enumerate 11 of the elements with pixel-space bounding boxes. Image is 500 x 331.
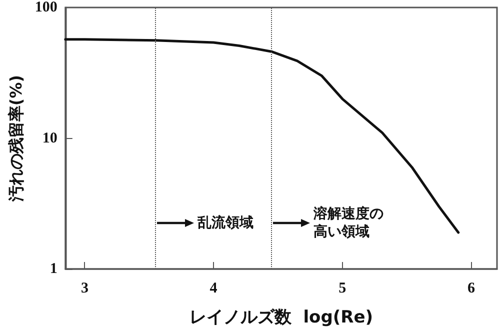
y-tick-label: 1 xyxy=(50,261,58,277)
annotation: 溶解速度の高い領域 xyxy=(314,205,385,241)
x-tick-label: 4 xyxy=(210,280,218,296)
x-tick-label: 6 xyxy=(467,280,476,296)
annotation: 乱流領域 xyxy=(198,214,255,232)
y-axis-title: 汚れの残留率(%) xyxy=(6,74,26,203)
x-tick-label: 5 xyxy=(338,280,346,296)
x-tick-label: 3 xyxy=(80,280,88,296)
y-tick-label: 100 xyxy=(34,0,58,16)
y-tick-label: 10 xyxy=(42,130,58,146)
x-axis-title: レイノルズ数 log(Re) xyxy=(189,308,374,328)
